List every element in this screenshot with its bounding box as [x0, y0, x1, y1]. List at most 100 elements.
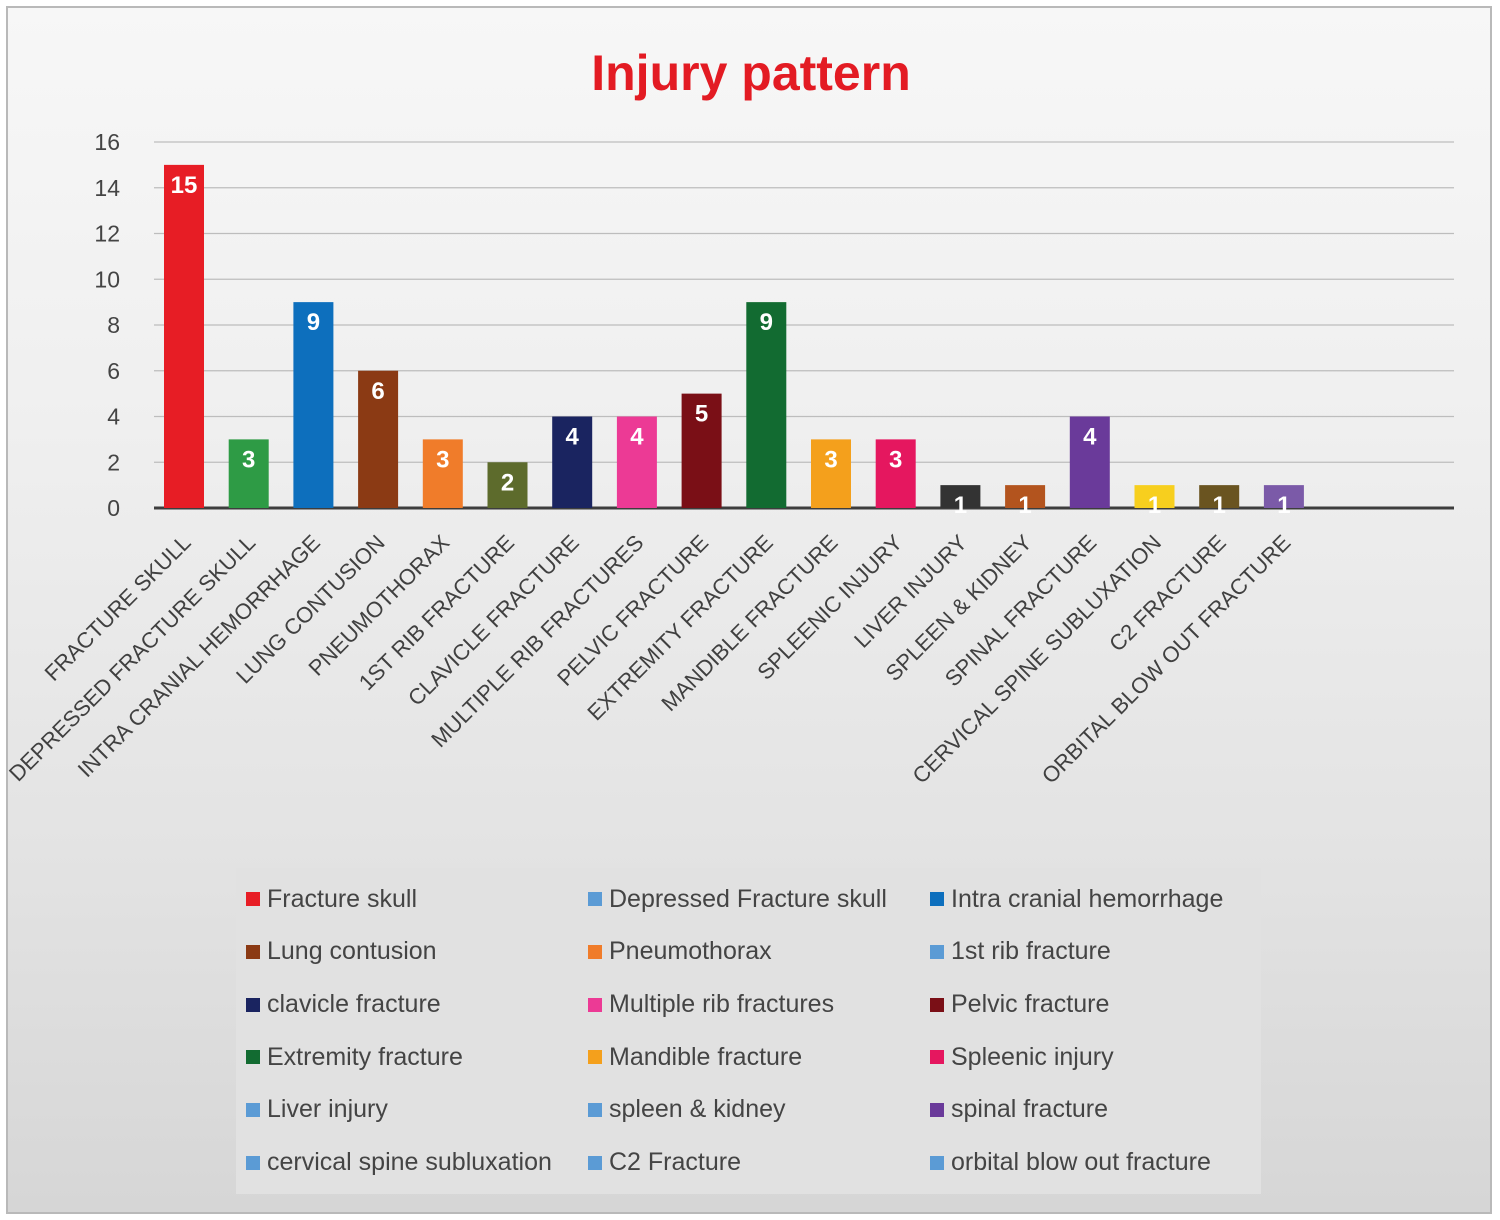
legend-swatch [930, 944, 944, 959]
bar-value-label: 4 [630, 424, 644, 451]
legend-item: Spleenic injury [930, 1031, 1271, 1084]
legend-swatch [588, 944, 602, 959]
y-tick-label: 16 [94, 129, 120, 155]
legend-label: clavicle fracture [267, 990, 441, 1019]
legend-item: cervical spine subluxation [246, 1136, 588, 1189]
legend-label: Spleenic injury [951, 1042, 1114, 1071]
legend-label: cervical spine subluxation [267, 1148, 552, 1177]
bar [422, 439, 463, 508]
bar-value-label: 1 [1213, 492, 1226, 519]
legend-item: spinal fracture [930, 1084, 1271, 1137]
y-tick-label: 2 [107, 449, 120, 475]
bar-value-label: 3 [242, 446, 255, 473]
bar [358, 370, 399, 508]
bar [228, 439, 269, 508]
y-axis-ticks: 0 2 4 6 8 10 12 14 16 [94, 129, 120, 521]
bar [811, 439, 851, 508]
bar [552, 416, 593, 508]
legend-item: Lung contusion [246, 926, 588, 979]
y-tick-label: 4 [107, 404, 120, 430]
bars: 15 3 9 6 3 2 4 4 5 9 3 3 1 1 4 1 1 1 [164, 164, 1304, 519]
legend-item: clavicle fracture [246, 978, 588, 1031]
legend-label: Intra cranial hemorrhage [951, 884, 1224, 913]
legend-item: Depressed Fracture skull [588, 873, 930, 926]
y-tick-label: 12 [94, 221, 120, 247]
x-category-label: DEPRESSED FRACTURE SKULL [8, 530, 260, 786]
legend-item: Extremity fracture [246, 1031, 588, 1084]
legend-swatch [588, 1155, 602, 1170]
bar [1005, 485, 1046, 508]
legend-item: 1st rib fracture [930, 926, 1271, 979]
legend-swatch [930, 997, 944, 1012]
bar [487, 462, 528, 508]
bar [940, 485, 981, 508]
legend-item: Pneumothorax [588, 926, 930, 979]
bar [1069, 416, 1110, 508]
bar [164, 164, 204, 508]
legend-label: Pneumothorax [609, 937, 772, 966]
legend-swatch [588, 892, 602, 907]
legend-swatch [246, 997, 260, 1012]
y-tick-label: 14 [94, 175, 120, 201]
bar-value-label: 1 [1277, 492, 1290, 519]
legend-label: Extremity fracture [267, 1042, 463, 1071]
legend-label: Mandible fracture [609, 1042, 803, 1071]
bar-value-label: 4 [566, 424, 580, 451]
chart-title: Injury pattern [591, 45, 911, 101]
bar-value-label: 1 [1018, 492, 1031, 519]
legend-label: spleen & kidney [609, 1095, 786, 1124]
bar-value-label: 6 [371, 378, 384, 405]
bar [1199, 485, 1240, 508]
x-category-label: LIVER INJURY [849, 530, 972, 653]
y-tick-label: 8 [107, 312, 120, 338]
legend-swatch [246, 944, 260, 959]
bar-value-label: 1 [954, 492, 967, 519]
bar-value-label: 3 [436, 446, 449, 473]
bar-value-label: 4 [1083, 424, 1097, 451]
legend-swatch [588, 1050, 602, 1065]
bar [681, 393, 722, 508]
bar-value-label: 15 [171, 172, 198, 199]
legend-label: Lung contusion [267, 937, 437, 966]
legend-label: orbital blow out fracture [951, 1148, 1211, 1177]
legend-swatch [246, 1155, 260, 1170]
bar [1134, 485, 1175, 508]
y-tick-label: 0 [107, 495, 120, 521]
legend-label: 1st rib fracture [951, 937, 1111, 966]
legend-label: C2 Fracture [609, 1148, 741, 1177]
bar [1263, 485, 1304, 508]
bar [875, 439, 916, 508]
bar [616, 416, 657, 508]
gridlines [154, 141, 1454, 510]
legend: Fracture skull Depressed Fracture skull In… [236, 868, 1261, 1194]
legend-item: Liver injury [246, 1084, 588, 1137]
bar-value-label: 9 [307, 309, 320, 336]
legend-swatch [588, 1102, 602, 1117]
legend-label: Pelvic fracture [951, 990, 1110, 1019]
bar-value-label: 5 [695, 401, 708, 428]
bar-value-label: 3 [889, 446, 902, 473]
x-category-label: C2 FRACTURE [1104, 530, 1231, 657]
legend-label: Multiple rib fractures [609, 990, 835, 1019]
legend-item: Multiple rib fractures [588, 978, 930, 1031]
y-tick-label: 6 [107, 358, 120, 384]
legend-swatch [930, 1155, 944, 1170]
legend-swatch [588, 997, 602, 1012]
legend-swatch [246, 892, 260, 907]
legend-item: orbital blow out fracture [930, 1136, 1271, 1189]
bar-value-label: 9 [760, 309, 773, 336]
legend-label: Fracture skull [267, 884, 418, 913]
legend-item: spleen & kidney [588, 1084, 930, 1137]
legend-item: Intra cranial hemorrhage [930, 873, 1271, 926]
chart-panel: Injury pattern 0 2 4 6 8 10 12 14 16 15 3 9 6 3 2 4 4 5 9… [6, 6, 1492, 1214]
bar-value-label: 1 [1148, 492, 1161, 519]
legend-label: Liver injury [267, 1095, 388, 1124]
legend-label: spinal fracture [951, 1095, 1109, 1124]
x-category-label: INTRA CRANIAL HEMORRHAGE [73, 530, 325, 782]
legend-item: Fracture skull [246, 873, 588, 926]
legend-item: Pelvic fracture [930, 978, 1271, 1031]
legend-swatch [930, 892, 944, 907]
legend-swatch [246, 1050, 260, 1065]
